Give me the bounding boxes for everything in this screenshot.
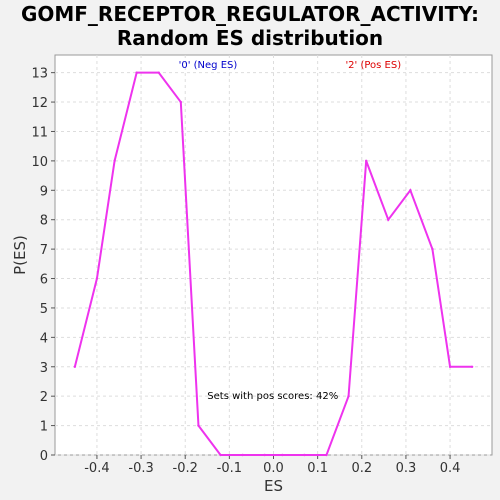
- x-tick-label: 0.0: [263, 461, 284, 476]
- data-point: [448, 365, 452, 368]
- chart-title-line2: Random ES distribution: [116, 26, 384, 50]
- series-layer: [73, 71, 474, 457]
- data-point: [409, 189, 412, 192]
- y-axis-label: P(ES): [11, 235, 29, 275]
- y-tick-label: 8: [40, 214, 48, 229]
- grid: [55, 55, 492, 456]
- y-tick-label: 12: [31, 96, 48, 111]
- data-point: [325, 453, 328, 457]
- data-point: [387, 218, 390, 221]
- chart-title-line1: GOMF_RECEPTOR_REGULATOR_ACTIVITY:: [20, 2, 480, 26]
- y-tick-label: 7: [40, 243, 48, 258]
- y-tick-label: 1: [40, 420, 48, 435]
- data-point: [179, 100, 183, 104]
- data-point: [470, 365, 474, 368]
- y-tick-label: 6: [40, 273, 48, 288]
- x-tick-label: 0.2: [351, 461, 372, 476]
- x-tick-label: -0.4: [84, 461, 109, 476]
- y-tick-label: 11: [31, 125, 48, 140]
- y-tick-label: 9: [40, 184, 48, 199]
- data-point: [263, 453, 266, 457]
- data-point: [157, 71, 160, 74]
- data-point: [364, 159, 368, 163]
- data-point: [135, 71, 138, 74]
- labels-layer: ES P(ES) '0' (Neg ES) '2' (Pos ES) Sets with…: [11, 60, 401, 495]
- y-tick-label: 13: [31, 67, 48, 82]
- x-tick-label: 0.3: [396, 461, 417, 476]
- data-point: [113, 159, 116, 163]
- y-tick-label: 3: [40, 361, 48, 376]
- data-point: [219, 453, 222, 457]
- data-point: [431, 247, 434, 251]
- x-tick-label: -0.3: [128, 461, 153, 476]
- data-point: [241, 453, 244, 457]
- x-tick-label: -0.1: [217, 461, 242, 476]
- data-point: [73, 365, 77, 368]
- y-tick-label: 5: [40, 302, 48, 317]
- y-tick-label: 2: [40, 390, 48, 405]
- y-tick-label: 4: [40, 331, 48, 346]
- data-point: [95, 277, 99, 280]
- y-tick-label: 0: [40, 449, 48, 464]
- x-tick-label: 0.4: [440, 461, 461, 476]
- legend-entry: '0' (Neg ES): [179, 60, 238, 71]
- data-point: [197, 424, 200, 427]
- data-point: [281, 453, 284, 457]
- x-tick-label: 0.1: [307, 461, 328, 476]
- data-point: [347, 394, 350, 398]
- annotation-pos-scores: Sets with pos scores: 42%: [207, 391, 338, 402]
- legend-entry: '2' (Pos ES): [345, 60, 401, 71]
- series-line: [73, 71, 473, 456]
- x-axis-label: ES: [264, 477, 283, 495]
- data-point: [303, 453, 306, 457]
- x-tick-label: -0.2: [173, 461, 198, 476]
- y-tick-label: 10: [31, 155, 48, 170]
